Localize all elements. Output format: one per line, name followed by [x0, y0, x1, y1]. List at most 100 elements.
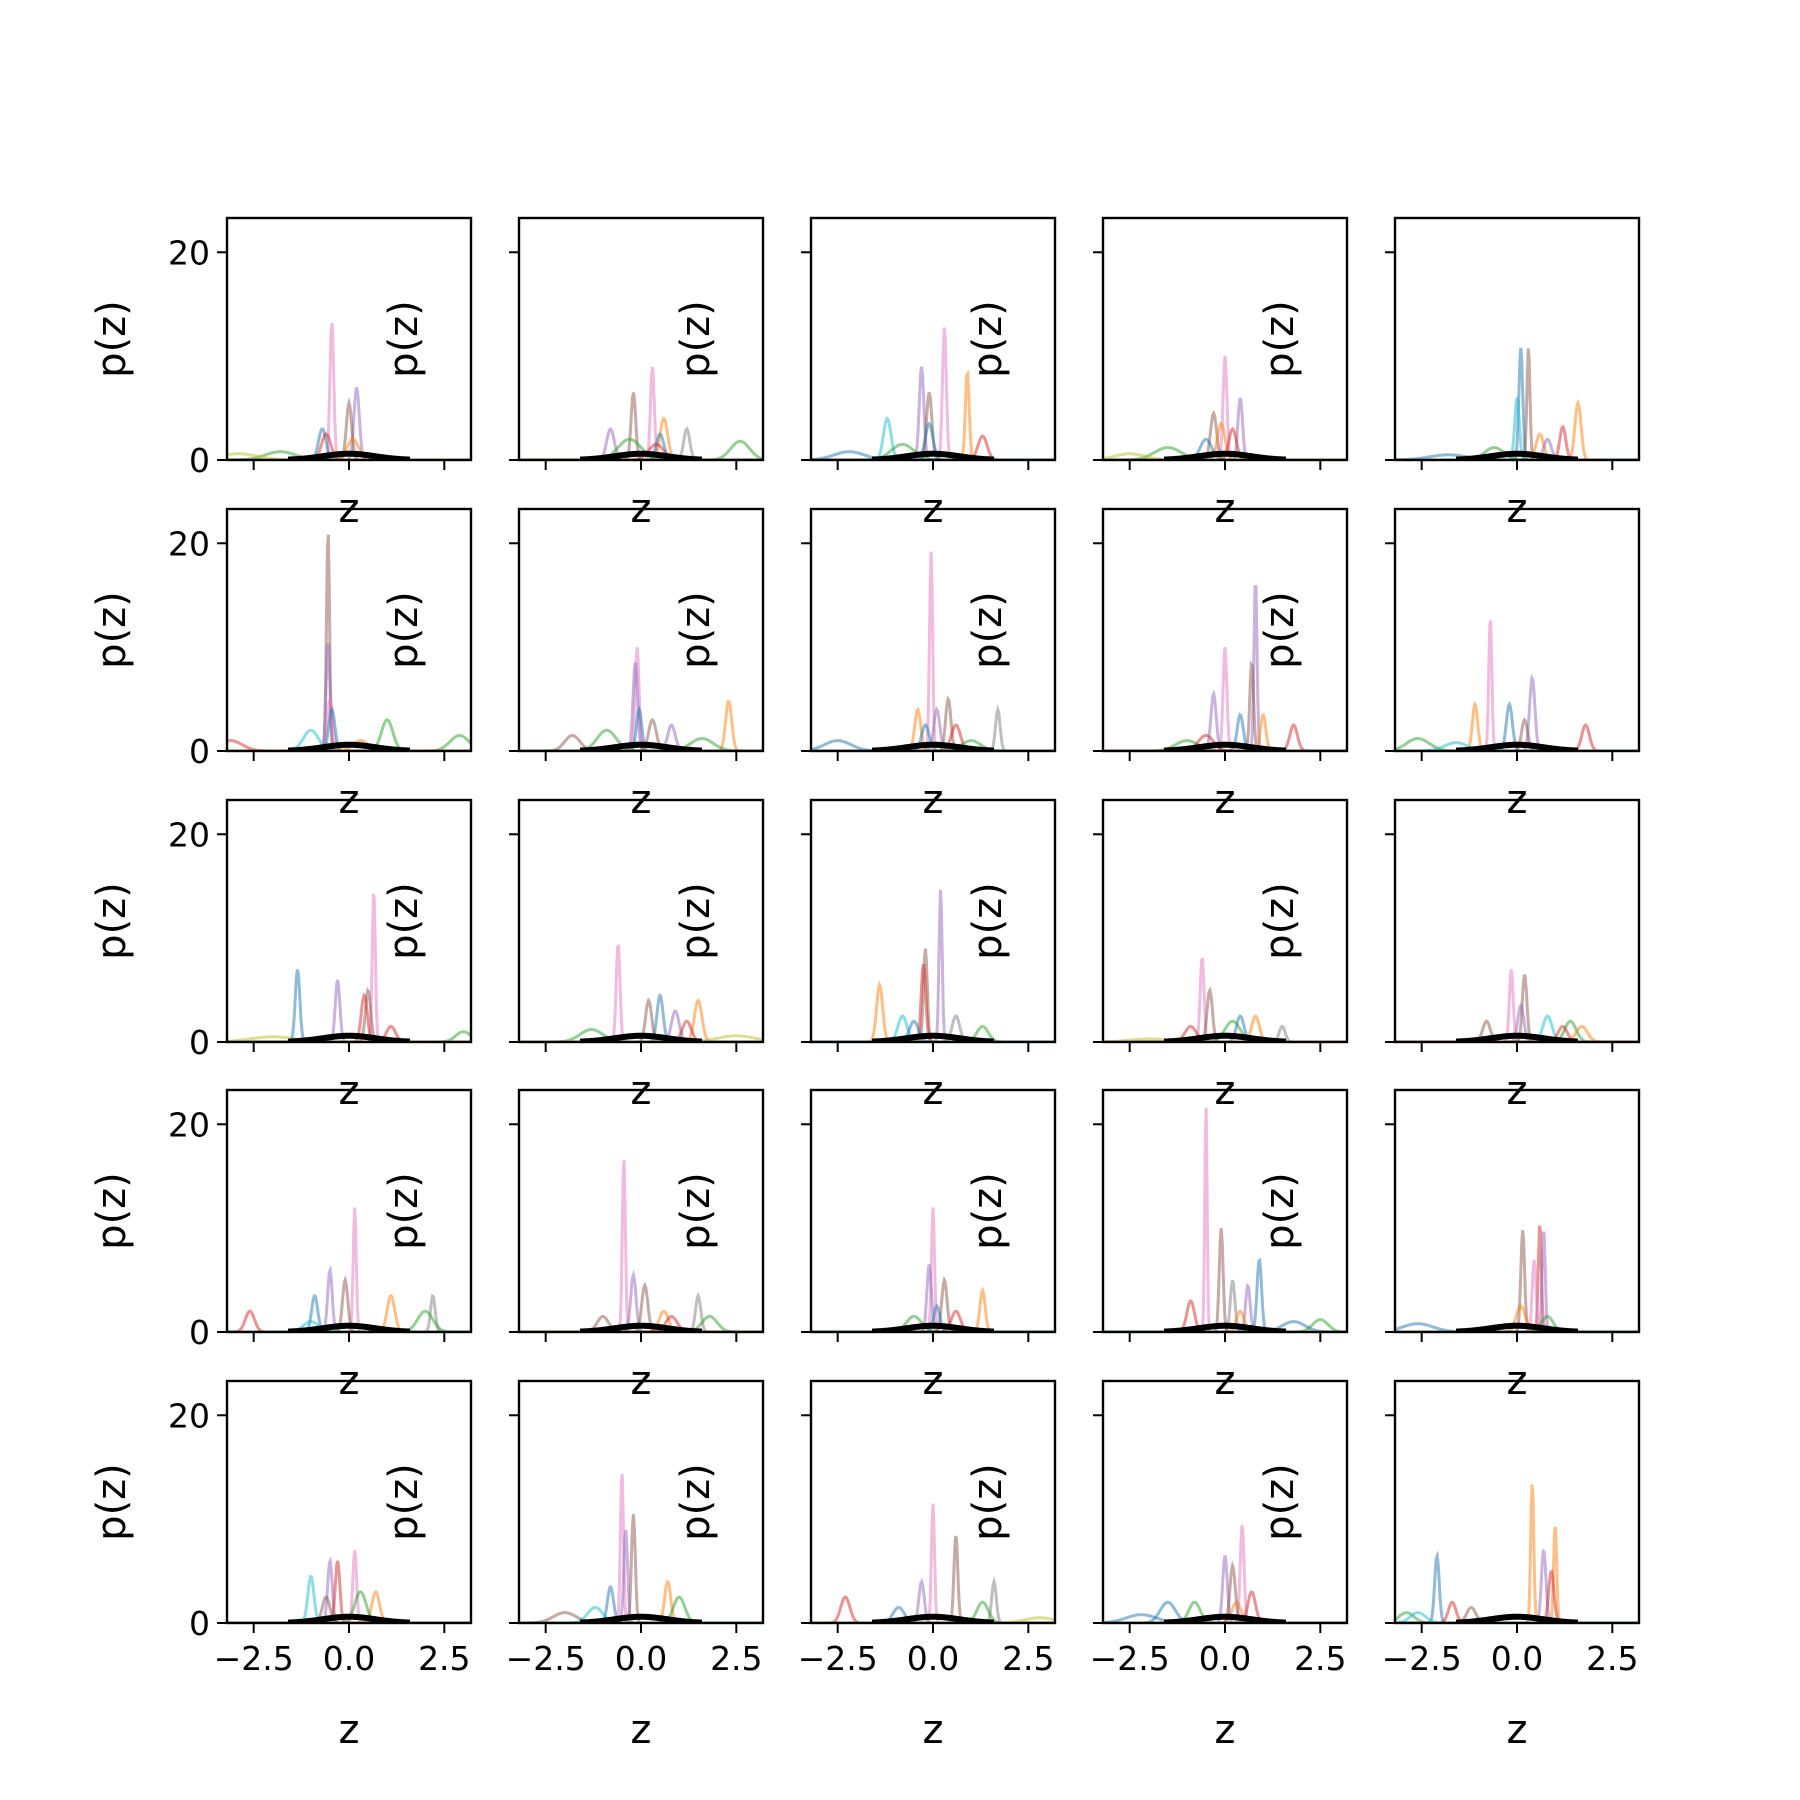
density-series-pink — [519, 944, 763, 1042]
density-series-olive — [519, 1034, 763, 1042]
y-tick-label: 20 — [168, 1105, 210, 1144]
density-series-pink — [1103, 1525, 1347, 1623]
reference-density-curve — [1456, 1613, 1578, 1623]
y-axis-label: p(z) — [89, 882, 135, 960]
subplot-r1-c5: zp(z) — [1257, 216, 1641, 532]
axes-frame — [1393, 798, 1641, 1044]
density-series-blue — [1395, 1550, 1639, 1623]
density-series-purple — [519, 1529, 763, 1623]
y-tick-label: 0 — [189, 1604, 210, 1643]
plot-area — [227, 893, 471, 1042]
reference-density-curve — [580, 1032, 702, 1042]
x-axis-label: z — [1507, 1707, 1528, 1753]
plot-area — [519, 1160, 763, 1332]
reference-density-curve — [872, 741, 994, 751]
reference-density-curve — [872, 1032, 994, 1042]
x-tick-label: 2.5 — [1294, 1639, 1346, 1678]
y-axis-label: p(z) — [1257, 300, 1303, 378]
density-series-green — [519, 437, 763, 460]
plot-area — [1103, 355, 1347, 460]
reference-density-curve — [1164, 1032, 1286, 1042]
y-axis-label: p(z) — [89, 591, 135, 669]
y-axis-label: p(z) — [89, 1172, 135, 1250]
x-axis-label: z — [1215, 1707, 1236, 1753]
density-series-purple — [1395, 673, 1639, 751]
subplot-r4-c3: zp(z) — [673, 1088, 1057, 1404]
x-tick-label: 2.5 — [710, 1639, 762, 1678]
plot-area — [1395, 969, 1639, 1042]
density-series-pink — [1103, 646, 1347, 751]
subplot-r5-c3: −2.5 0.0 2.5 z p(z) — [673, 1379, 1057, 1753]
axes-frame — [1101, 216, 1349, 462]
x-tick-label: −2.5 — [506, 1639, 586, 1678]
axes-frame — [517, 1088, 765, 1334]
subplot-r3-c2: zp(z) — [381, 798, 765, 1114]
y-axis-label: p(z) — [673, 882, 719, 960]
x-tick-label: 2.5 — [418, 1639, 470, 1678]
density-series-green — [227, 1309, 471, 1332]
density-series-gray — [227, 1293, 471, 1332]
density-series-blue — [1395, 347, 1639, 460]
subplot-r2-c3: zp(z) — [673, 507, 1057, 823]
plot-area — [1395, 620, 1639, 751]
density-series-pink — [227, 323, 471, 460]
density-series-olive — [227, 452, 471, 460]
reference-density-curve — [288, 1032, 410, 1042]
reference-density-curve — [1456, 1032, 1578, 1042]
density-series-orange — [227, 437, 471, 460]
reference-density-curve — [580, 450, 702, 460]
density-series-brown — [519, 997, 763, 1042]
reference-density-curve — [1456, 450, 1578, 460]
y-axis-label: p(z) — [965, 882, 1011, 960]
y-axis-label: p(z) — [673, 1463, 719, 1541]
subplot-r2-c2: zp(z) — [381, 507, 765, 823]
x-tick-label: −2.5 — [214, 1639, 294, 1678]
x-tick-label: 0.0 — [615, 1639, 667, 1678]
density-series-brown — [1103, 660, 1347, 751]
axes-frame — [225, 507, 473, 753]
x-axis-label: z — [923, 1707, 944, 1753]
x-axis-label: z — [631, 1707, 652, 1753]
plot-area — [227, 534, 471, 751]
plot-area — [1395, 1225, 1639, 1332]
density-series-pink — [1103, 355, 1347, 460]
y-axis-label: p(z) — [1257, 1463, 1303, 1541]
axes-frame — [225, 798, 473, 1044]
density-series-brown — [1103, 1228, 1347, 1332]
y-axis-label: p(z) — [965, 300, 1011, 378]
density-series-olive — [227, 1035, 471, 1042]
subplot-r5-c5: −2.5 0.0 2.5 z p(z) — [1257, 1379, 1641, 1753]
density-series-brown — [519, 1611, 763, 1623]
density-series-blue — [811, 450, 1055, 460]
density-series-cyan — [1395, 397, 1639, 460]
reference-density-curve — [580, 741, 702, 751]
reference-density-curve — [288, 1613, 410, 1623]
density-series-orange — [1395, 1304, 1639, 1332]
subplot-r3-c5: zp(z) — [1257, 798, 1641, 1114]
density-series-brown — [519, 392, 763, 460]
density-series-brown — [519, 1514, 763, 1623]
density-series-purple — [227, 643, 471, 751]
density-series-red — [811, 1595, 1055, 1623]
density-series-blue — [811, 739, 1055, 751]
density-series-brown — [811, 948, 1055, 1042]
density-series-blue — [227, 969, 471, 1042]
density-series-brown — [227, 534, 471, 751]
y-tick-label: 0 — [189, 441, 210, 480]
x-tick-label: 0.0 — [907, 1639, 959, 1678]
density-series-purple — [227, 1555, 471, 1623]
density-series-olive — [811, 1616, 1055, 1623]
x-tick-label: −2.5 — [1090, 1639, 1170, 1678]
density-series-green — [1103, 1019, 1347, 1042]
y-axis-label: p(z) — [381, 1463, 427, 1541]
plot-area — [811, 551, 1055, 751]
y-axis-label: p(z) — [1257, 591, 1303, 669]
density-series-blue — [811, 421, 1055, 460]
y-axis-label: p(z) — [381, 300, 427, 378]
subplot-r5-c4: −2.5 0.0 2.5 z p(z) — [965, 1379, 1349, 1753]
density-series-blue — [519, 705, 763, 751]
y-tick-label: 0 — [189, 1023, 210, 1062]
axes-frame — [225, 216, 473, 462]
density-series-blue — [811, 1303, 1055, 1332]
